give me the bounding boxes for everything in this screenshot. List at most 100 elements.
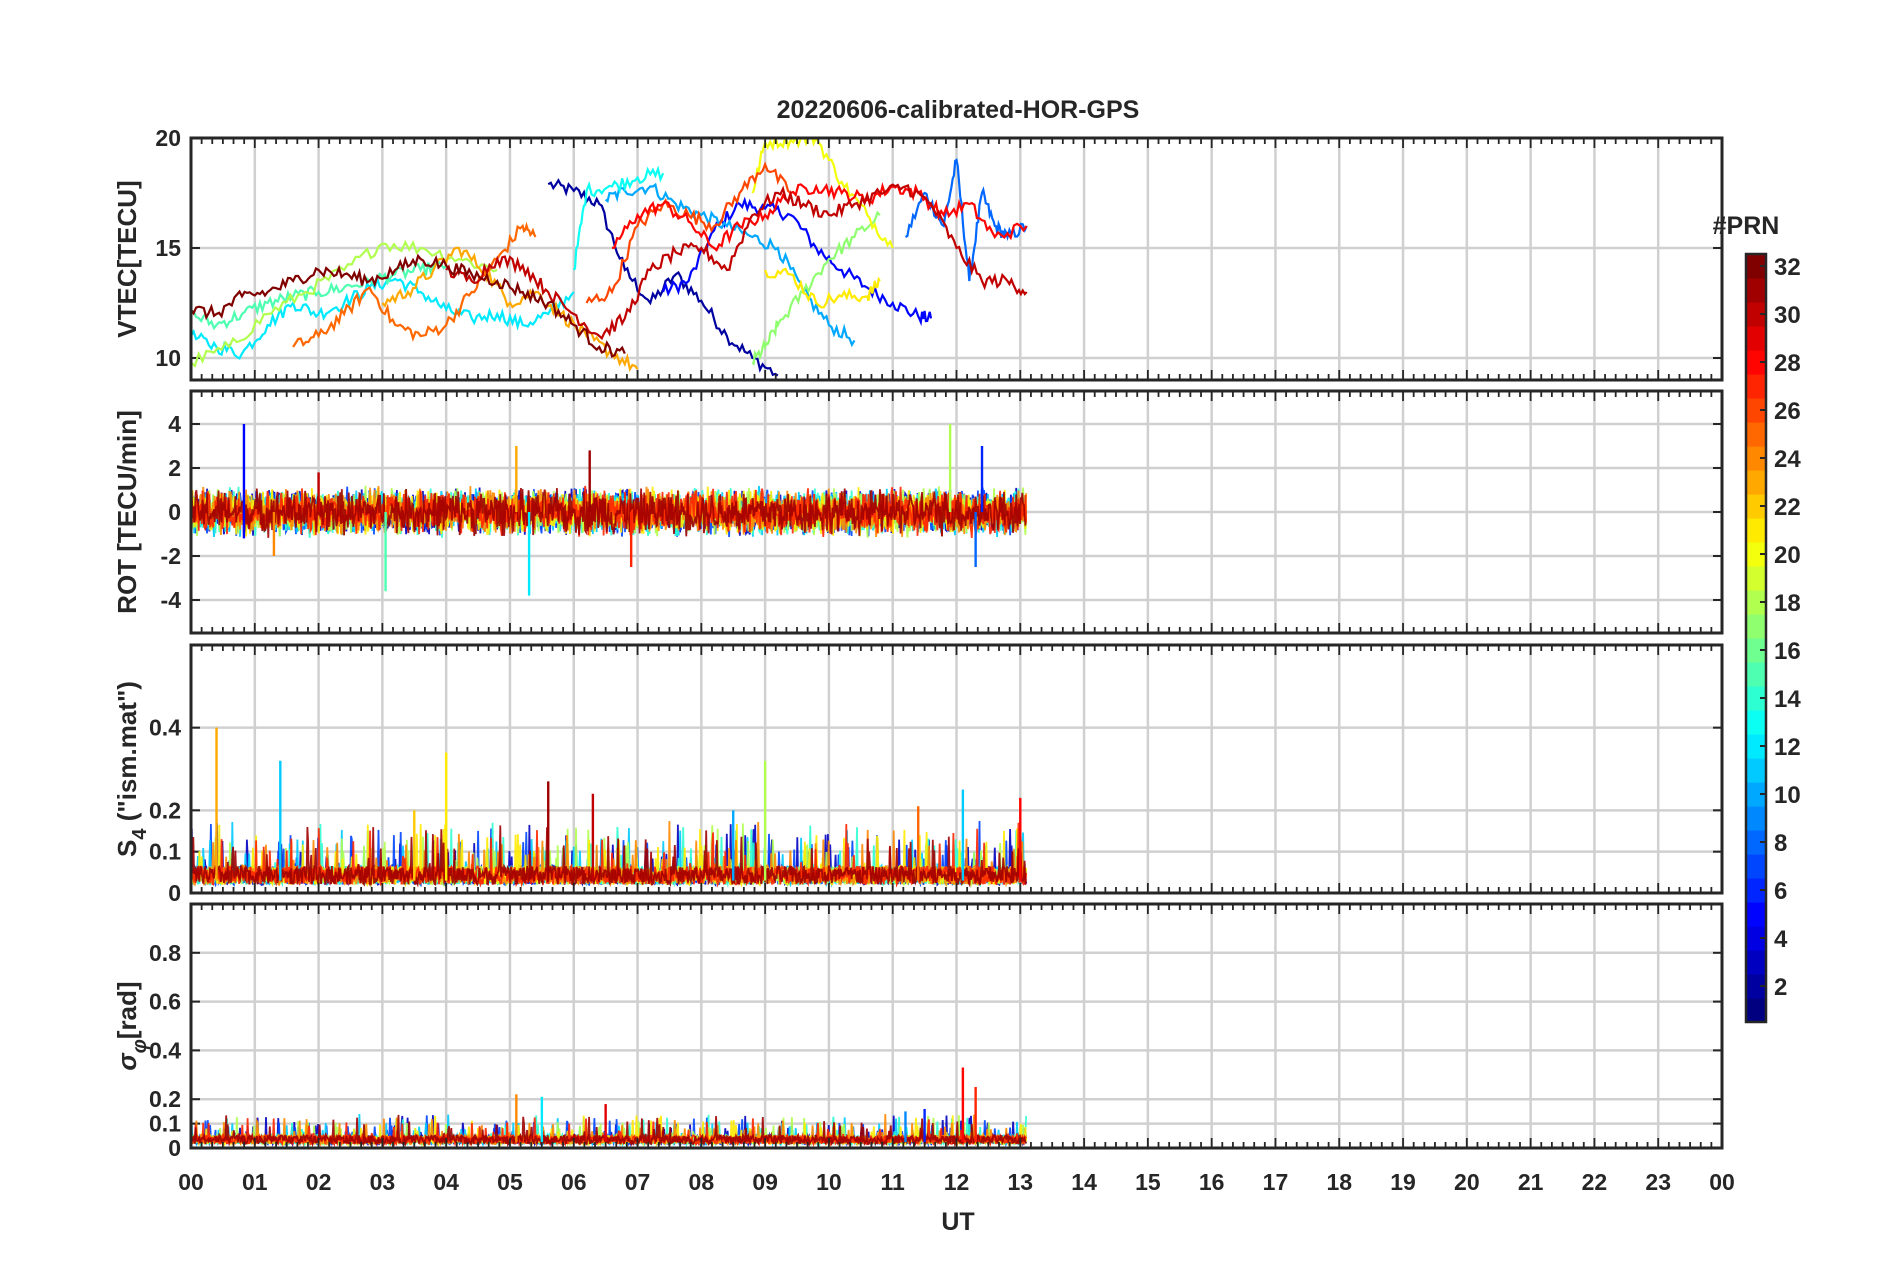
x-tick-label: 21	[1518, 1169, 1544, 1195]
panel-vtec: 10 15 20 VTEC[TECU]	[112, 125, 1724, 382]
colorbar-segment	[1746, 974, 1766, 999]
x-tick-label: 03	[370, 1169, 396, 1195]
y-axis-label-sigphi: σφ[rad]	[112, 981, 151, 1070]
colorbar-segment	[1746, 302, 1766, 327]
colorbar-segment	[1746, 782, 1766, 807]
colorbar-tick-label: 26	[1774, 398, 1801, 425]
x-tick-label: 07	[625, 1169, 651, 1195]
colorbar-segment	[1746, 662, 1766, 687]
colorbar-segment	[1746, 854, 1766, 879]
x-tick-label: 13	[1007, 1169, 1033, 1195]
y-label-main: S	[112, 840, 142, 857]
colorbar-segment	[1746, 326, 1766, 351]
colorbar-tick-label: 18	[1774, 590, 1801, 617]
colorbar-frame	[1744, 252, 1768, 1024]
colorbar-tick-label: 22	[1774, 494, 1801, 521]
colorbar-segment	[1746, 614, 1766, 639]
x-tick-label: 00	[1709, 1169, 1735, 1195]
line-prn-31	[191, 487, 1027, 538]
series-vtec	[191, 138, 1028, 377]
x-tick-label: 19	[1390, 1169, 1416, 1195]
series-s4	[191, 727, 1028, 889]
panel-sigphi: 00.10.2 0.4 0.6 0.8 σφ[rad]	[112, 902, 1724, 1161]
colorbar-segment	[1746, 998, 1766, 1023]
colorbar-segment	[1746, 374, 1766, 399]
series-sigphi	[191, 1067, 1028, 1148]
y-tick-label: 0	[168, 1135, 181, 1161]
x-tick-label: 01	[242, 1169, 268, 1195]
axes-box-sigphi	[189, 902, 1724, 1150]
colorbar-tick-label: 6	[1774, 878, 1787, 905]
colorbar-segment	[1746, 542, 1766, 567]
colorbar-tick-label: 32	[1774, 254, 1801, 281]
line-prn-31	[191, 1114, 1028, 1148]
x-tick-label: 17	[1263, 1169, 1289, 1195]
colorbar-segment	[1746, 518, 1766, 543]
y-tick-label: -2	[161, 543, 181, 569]
colorbar-segment	[1746, 638, 1766, 663]
y-tick-label: 10	[155, 345, 181, 371]
colorbar-tick-label: 20	[1774, 542, 1801, 569]
colorbar-segment	[1746, 494, 1766, 519]
y-label-rest: [rad]	[112, 981, 142, 1039]
line-prn-31	[191, 825, 1027, 888]
y-label-rest: ("ism.mat")	[112, 681, 142, 828]
colorbar-tick-label: 24	[1774, 446, 1801, 473]
axes-box-vtec	[189, 136, 1724, 382]
colorbar-segment	[1746, 566, 1766, 591]
x-tick-label: 14	[1071, 1169, 1097, 1195]
line-prn-12	[191, 275, 575, 360]
x-tick-labels: 00 01 02 03 04 05 06 07 08 09 10 11 12 13 14 15 16 17 18 19…	[178, 1169, 1735, 1195]
x-tick-label: 05	[497, 1169, 523, 1195]
colorbar-segment	[1746, 422, 1766, 447]
colorbar-segment	[1746, 758, 1766, 783]
x-tick-label: 06	[561, 1169, 587, 1195]
y-tick-label: 0.4	[149, 715, 181, 741]
colorbar-tick-label: 10	[1774, 782, 1801, 809]
y-tick-label: 20	[155, 125, 181, 151]
y-tick-label: -4	[161, 587, 182, 613]
x-tick-label: 18	[1326, 1169, 1352, 1195]
colorbar-segment	[1746, 686, 1766, 711]
line-prn-15	[191, 260, 447, 331]
colorbar-segment	[1746, 806, 1766, 831]
line-prn-10	[604, 182, 856, 348]
y-tick-label: 0	[168, 880, 181, 906]
x-tick-label: 00	[178, 1169, 204, 1195]
colorbar-segment	[1746, 830, 1766, 855]
axes-box-rot	[189, 389, 1724, 635]
x-tick-label: 10	[816, 1169, 842, 1195]
line-prn-23	[381, 246, 639, 373]
series-rot	[191, 424, 1028, 596]
y-axis-label-s4: S4 ("ism.mat")	[112, 681, 151, 857]
y-tick-label: 0.1	[149, 839, 181, 865]
line-prn-21	[764, 267, 881, 309]
chart-title: 20220606-calibrated-HOR-GPS	[777, 96, 1140, 124]
y-tick-label: 15	[155, 235, 181, 261]
colorbar-segment	[1746, 278, 1766, 303]
colorbar-tick-label: 12	[1774, 734, 1801, 761]
x-tick-label: 16	[1199, 1169, 1225, 1195]
panel-rot: -4 -2 0 2 4 ROT [TECU/min]	[112, 389, 1724, 635]
y-label-main: σ	[112, 1052, 142, 1071]
colorbar-segment	[1746, 446, 1766, 471]
y-tick-label: 0.1	[149, 1111, 181, 1137]
x-tick-label: 08	[689, 1169, 715, 1195]
y-tick-label: 0.8	[149, 940, 181, 966]
x-tick-label: 11	[881, 1169, 906, 1195]
line-prn-26	[585, 161, 792, 304]
y-tick-label: 0.4	[149, 1037, 181, 1063]
y-tick-label: 2	[168, 455, 181, 481]
x-tick-label: 12	[944, 1169, 970, 1195]
axes-box-s4	[189, 643, 1724, 895]
panel-s4: 00.10.20.4S4 ("ism.mat")	[112, 643, 1724, 906]
colorbar-tick-label: 8	[1774, 830, 1787, 857]
y-axis-label-vtec: VTEC[TECU]	[112, 180, 142, 337]
colorbar-tick-label: 14	[1774, 686, 1801, 713]
x-tick-label: 09	[752, 1169, 778, 1195]
x-tick-label: 23	[1645, 1169, 1671, 1195]
x-tick-label: 15	[1135, 1169, 1161, 1195]
colorbar-segment	[1746, 710, 1766, 735]
